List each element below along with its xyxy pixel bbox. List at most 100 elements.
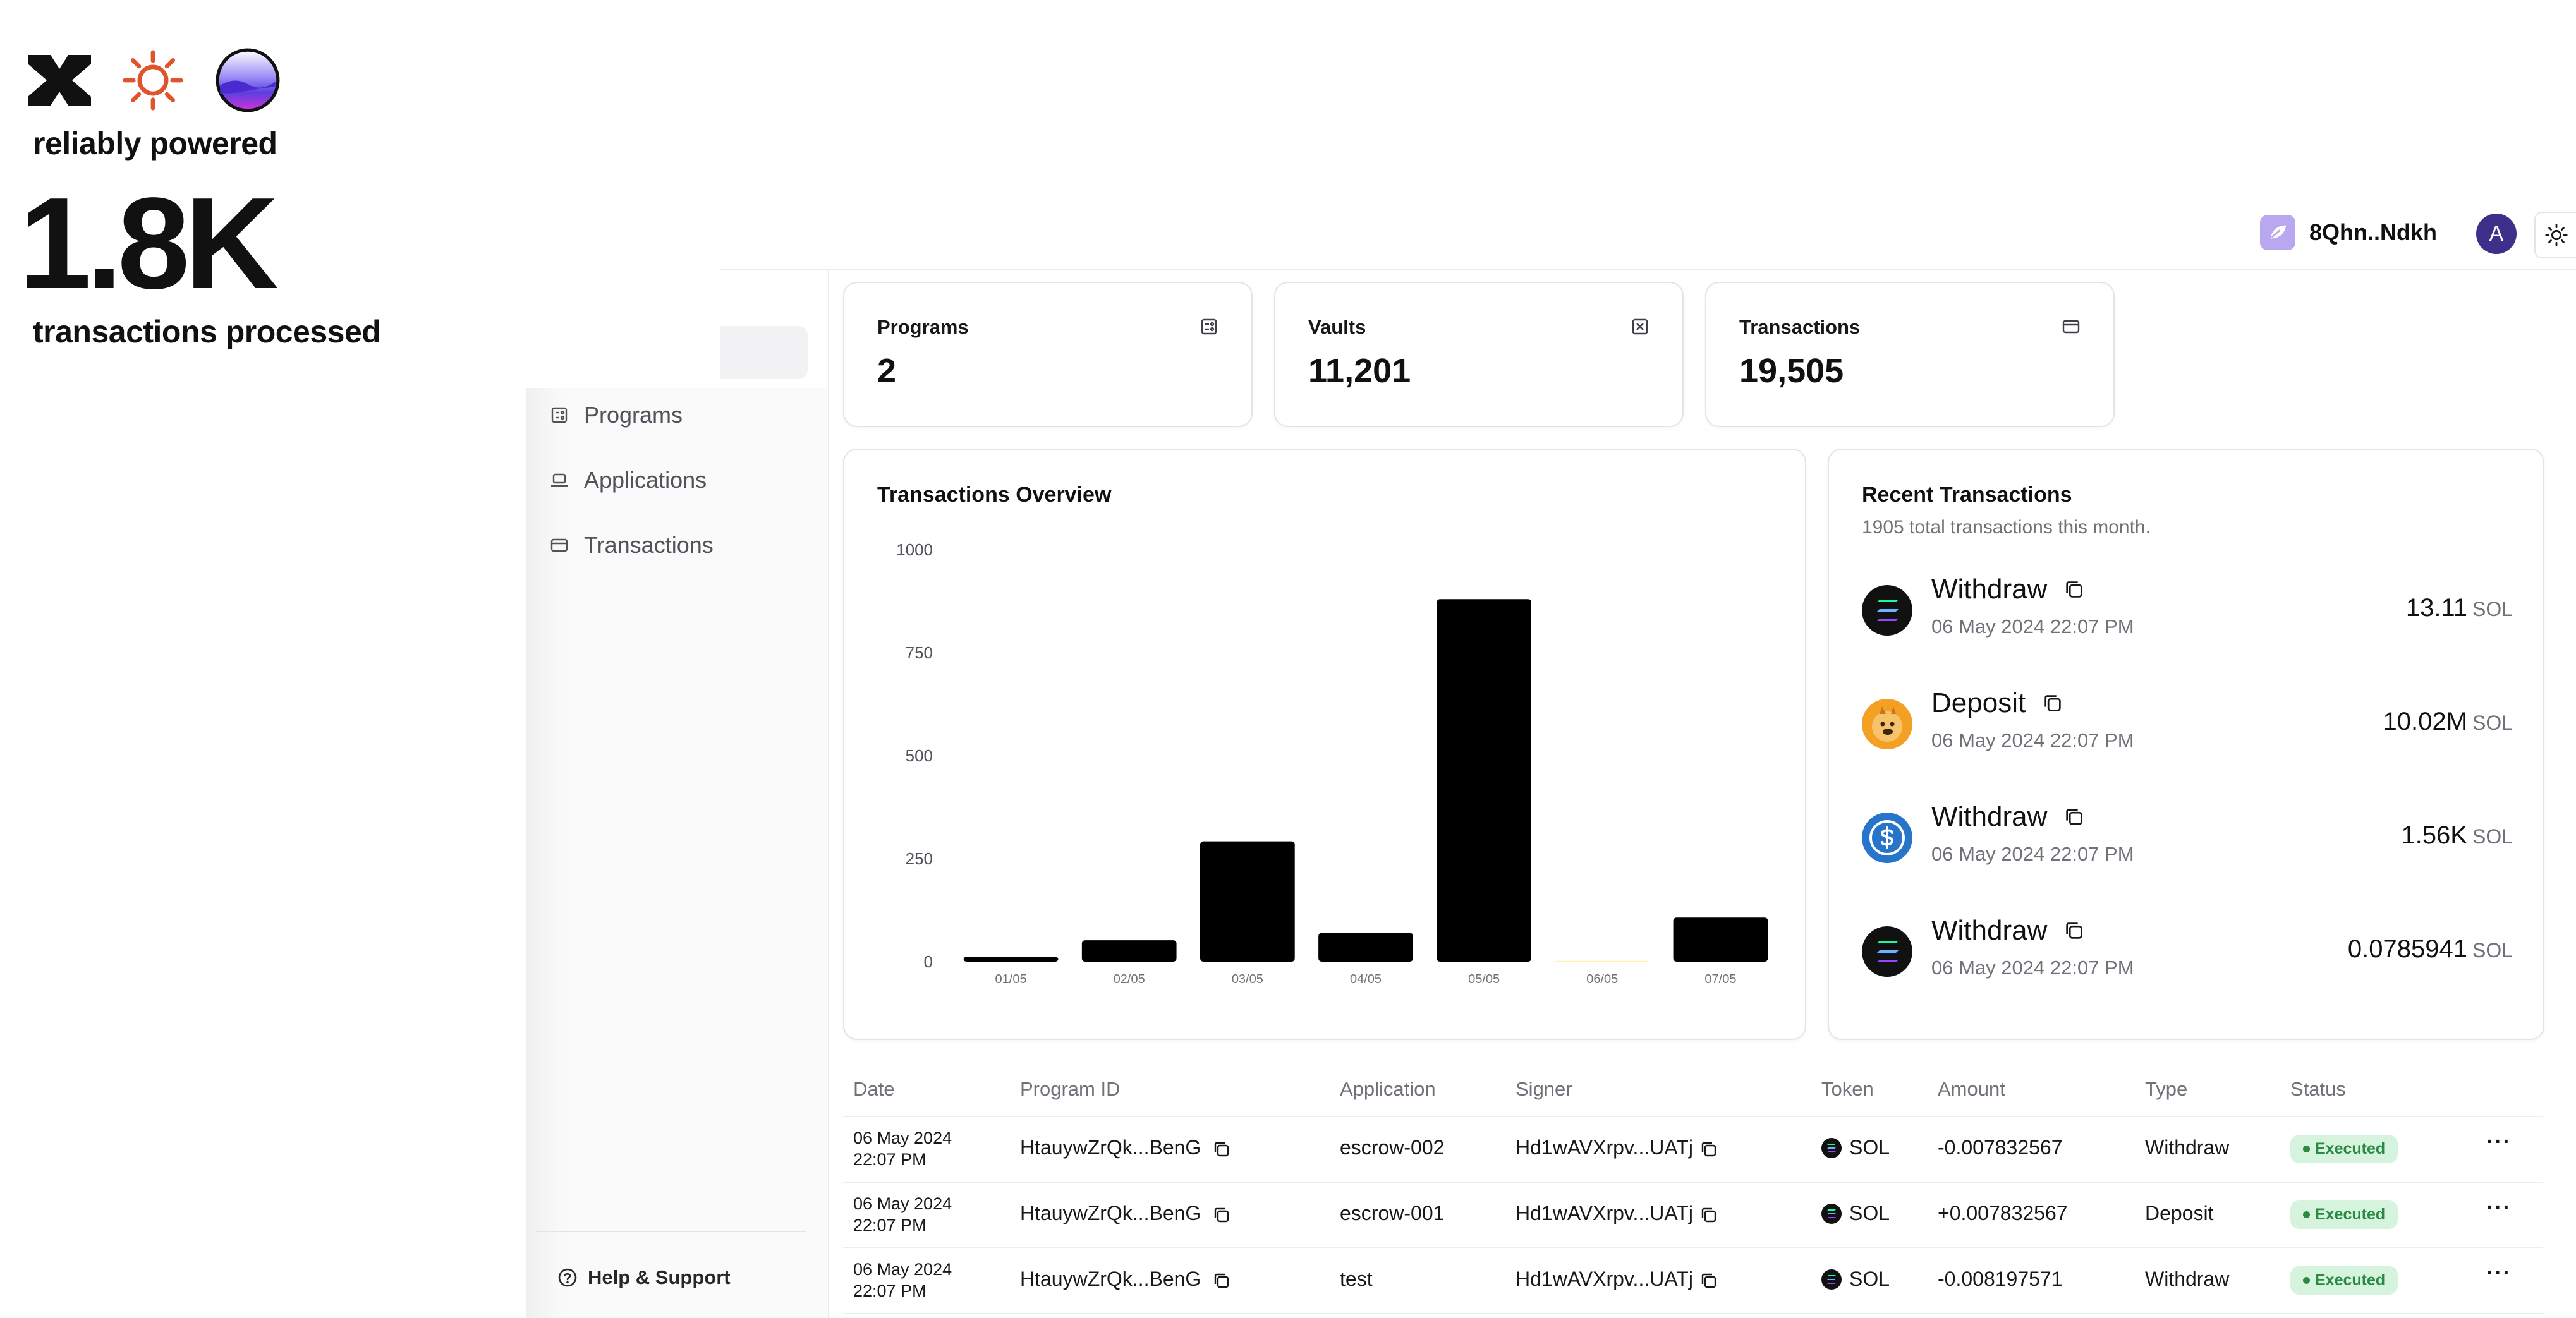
x-tick-label: 03/05 xyxy=(1232,972,1263,986)
sidebar-item-transactions[interactable]: Transactions xyxy=(550,532,714,559)
x-tick-label: 01/05 xyxy=(995,972,1027,986)
recent-transaction-item[interactable]: Withdraw 06 May 2024 22:07 PM 1.56K SOL xyxy=(1862,801,2513,877)
x-tick-label: 05/05 xyxy=(1468,972,1500,986)
recent-transaction-unit: SOL xyxy=(2472,825,2513,848)
recent-transaction-time: 06 May 2024 22:07 PM xyxy=(1931,615,2134,638)
copy-icon[interactable] xyxy=(1699,1140,1718,1159)
copy-icon[interactable] xyxy=(2063,920,2085,941)
hero-tagline: reliably powered xyxy=(33,126,277,161)
column-header-token[interactable]: Token xyxy=(1821,1078,1874,1100)
column-header-amount[interactable]: Amount xyxy=(1938,1078,2005,1100)
y-tick-label: 0 xyxy=(924,952,933,971)
column-header-signer[interactable]: Signer xyxy=(1516,1078,1572,1100)
column-header-type[interactable]: Type xyxy=(2145,1078,2188,1100)
recent-transaction-unit: SOL xyxy=(2472,711,2513,734)
stat-value: 19,505 xyxy=(1739,352,1844,390)
recent-transaction-type: Withdraw xyxy=(1931,915,2048,946)
sidebar-item-applications[interactable]: Applications xyxy=(550,467,707,493)
copy-icon[interactable] xyxy=(2063,806,2085,828)
row-application: escrow-001 xyxy=(1340,1202,1445,1224)
column-header-status[interactable]: Status xyxy=(2290,1078,2346,1100)
y-tick-label: 750 xyxy=(906,643,933,662)
row-type: Deposit xyxy=(2145,1202,2214,1224)
help-support-link[interactable]: Help & Support xyxy=(557,1266,731,1289)
copy-icon[interactable] xyxy=(1212,1206,1231,1224)
table-header-divider xyxy=(843,1116,2543,1117)
row-menu-button[interactable]: ··· xyxy=(2486,1195,2512,1219)
status-label: Executed xyxy=(2315,1140,2386,1158)
hero-transaction-count: 1.8K xyxy=(19,171,279,316)
sidebar-active-highlight[interactable] xyxy=(720,326,808,379)
status-label: Executed xyxy=(2315,1206,2386,1223)
usdc-icon xyxy=(1862,813,1912,863)
stat-label: Vaults xyxy=(1308,316,1366,338)
row-time: 22:07 PM xyxy=(853,1150,927,1169)
recent-transaction-item[interactable]: Deposit 06 May 2024 22:07 PM 10.02M SOL xyxy=(1862,687,2513,763)
stat-value: 11,201 xyxy=(1308,352,1411,390)
sidebar-item-programs[interactable]: Programs xyxy=(550,402,683,428)
avatar[interactable]: A xyxy=(2476,214,2517,254)
recent-transaction-amount: 0.0785941 xyxy=(2347,935,2467,963)
recent-transaction-amount: 1.56K xyxy=(2401,821,2467,849)
copy-icon[interactable] xyxy=(1699,1206,1718,1224)
row-signer: Hd1wAVXrpv...UATj xyxy=(1516,1202,1693,1224)
row-time: 22:07 PM xyxy=(853,1281,927,1300)
table-row[interactable]: 06 May 2024 22:07 PM HtauywZrQk...BenG te… xyxy=(843,1248,2543,1313)
column-header-program-id[interactable]: Program ID xyxy=(1020,1078,1121,1100)
row-token: SOL xyxy=(1849,1202,1890,1224)
bar-05-05[interactable] xyxy=(1437,599,1531,962)
copy-icon[interactable] xyxy=(2042,692,2063,714)
header-divider xyxy=(720,269,2576,270)
solana-icon xyxy=(1821,1269,1842,1290)
sidebar-shadow xyxy=(526,388,564,1318)
sunburst-logo-icon xyxy=(123,50,183,111)
copy-icon[interactable] xyxy=(2063,579,2085,600)
recent-transaction-time: 06 May 2024 22:07 PM xyxy=(1931,843,2134,865)
bar-06-05[interactable] xyxy=(1555,960,1650,962)
status-dot xyxy=(2303,1211,2310,1218)
row-token: SOL xyxy=(1849,1136,1890,1159)
copy-icon[interactable] xyxy=(1212,1140,1231,1159)
copy-icon[interactable] xyxy=(1699,1271,1718,1290)
anchor-x-logo-icon xyxy=(28,55,91,106)
table-row[interactable]: 06 May 2024 22:07 PM HtauywZrQk...BenG es… xyxy=(843,1117,2543,1182)
row-type: Withdraw xyxy=(2145,1136,2230,1159)
recent-transaction-amount: 13.11 xyxy=(2405,594,2467,622)
copy-icon[interactable] xyxy=(1212,1271,1231,1290)
bar-03-05[interactable] xyxy=(1200,841,1295,962)
theme-toggle-button[interactable] xyxy=(2534,212,2576,258)
sidebar xyxy=(526,388,828,1318)
row-amount: -0.007832567 xyxy=(1938,1136,2063,1159)
sidebar-item-label: Programs xyxy=(584,402,683,428)
row-token: SOL xyxy=(1849,1267,1890,1290)
recent-transaction-type: Deposit xyxy=(1931,687,2026,718)
wallet-icon xyxy=(2260,215,2295,250)
row-menu-button[interactable]: ··· xyxy=(2486,1261,2512,1285)
table-row-divider xyxy=(843,1182,2543,1183)
bar-07-05[interactable] xyxy=(1673,917,1768,962)
y-tick-label: 1000 xyxy=(896,540,933,559)
laptop-icon xyxy=(551,473,568,487)
sidebar-divider xyxy=(828,269,829,1318)
sidebar-footer-divider xyxy=(535,1231,806,1232)
bar-01-05[interactable] xyxy=(963,957,1059,962)
status-dot xyxy=(2303,1146,2310,1152)
bar-02-05[interactable] xyxy=(1081,940,1177,962)
column-header-date[interactable]: Date xyxy=(853,1078,895,1100)
table-row[interactable]: 06 May 2024 22:07 PM HtauywZrQk...BenG es… xyxy=(843,1183,2543,1247)
column-header-application[interactable]: Application xyxy=(1340,1078,1436,1100)
row-menu-button[interactable]: ··· xyxy=(2486,1130,2512,1154)
help-circle-icon xyxy=(558,1268,577,1287)
row-amount: -0.008197571 xyxy=(1938,1267,2063,1290)
bar-04-05[interactable] xyxy=(1318,933,1413,962)
stat-value: 2 xyxy=(877,352,897,390)
recent-transaction-time: 06 May 2024 22:07 PM xyxy=(1931,957,2134,979)
recent-transaction-time: 06 May 2024 22:07 PM xyxy=(1931,729,2134,751)
row-signer: Hd1wAVXrpv...UATj xyxy=(1516,1267,1693,1290)
row-program-id: HtauywZrQk...BenG xyxy=(1020,1136,1201,1159)
row-program-id: HtauywZrQk...BenG xyxy=(1020,1202,1201,1224)
wallet-button[interactable]: 8Qhn..Ndkh xyxy=(2260,215,2437,250)
card-icon xyxy=(2062,320,2080,334)
recent-transaction-item[interactable]: Withdraw 06 May 2024 22:07 PM 13.11 SOL xyxy=(1862,574,2513,650)
recent-transaction-item[interactable]: Withdraw 06 May 2024 22:07 PM 0.0785941 S… xyxy=(1862,915,2513,991)
